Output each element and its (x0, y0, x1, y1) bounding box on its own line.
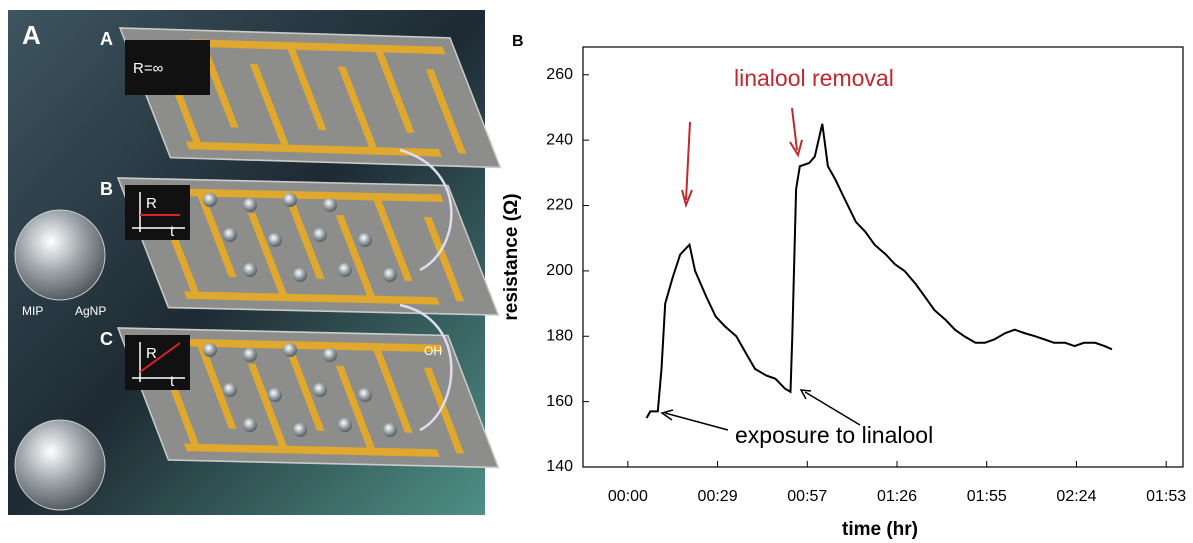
axis-icon (132, 342, 185, 382)
step-label: A (100, 29, 113, 49)
box-text: R (146, 195, 157, 212)
trend-icon (139, 342, 181, 373)
nanoparticles (203, 193, 397, 437)
step-label: B (100, 179, 113, 199)
annotation: linalool removal (734, 65, 894, 91)
label-box (125, 40, 210, 95)
panel-label: A (22, 20, 41, 50)
y-axis-label: resistance (Ω) (501, 193, 522, 320)
annotation-arrow (660, 389, 861, 431)
sphere-label: AgNP (75, 304, 106, 318)
y-tick-label: 160 (546, 393, 573, 410)
y-tick-label: 220 (546, 197, 573, 214)
x-axis-label: time (hr) (842, 519, 918, 540)
chart: B linalool removal exposure to linalool … (501, 33, 1186, 540)
data-line (645, 123, 1113, 419)
y-tick-label: 260 (546, 66, 573, 83)
step-label: C (100, 329, 113, 349)
box-text: t (170, 223, 175, 240)
molecule-label: OH (424, 344, 442, 358)
x-tick-label: 00:00 (608, 488, 648, 505)
sphere-label: MIP (22, 304, 43, 318)
box-text: R (146, 345, 157, 362)
y-tick-label: 140 (546, 458, 573, 475)
y-tick-label: 200 (546, 262, 573, 279)
x-tick-label: 00:29 (698, 488, 738, 505)
box-text: R=∞ (133, 60, 164, 77)
y-tick-label: 240 (546, 131, 573, 148)
plot-frame (582, 46, 1184, 468)
y-tick-label: 180 (546, 327, 573, 344)
label-box (125, 185, 190, 240)
label-box (125, 335, 190, 390)
annotation: exposure to linalool (735, 422, 933, 448)
sphere (14, 209, 106, 301)
annotation-arrow (681, 107, 803, 209)
x-tick-label: 02:24 (1056, 488, 1096, 505)
box-text: t (170, 373, 175, 390)
x-tick-label: 01:55 (967, 488, 1007, 505)
x-tick-label: 01:26 (877, 488, 917, 505)
flow-arrow (399, 148, 453, 432)
panel-label: B (512, 33, 524, 50)
sphere (14, 419, 106, 511)
x-tick-label: 01:53 (1146, 488, 1186, 505)
x-tick-label: 00:57 (787, 488, 827, 505)
